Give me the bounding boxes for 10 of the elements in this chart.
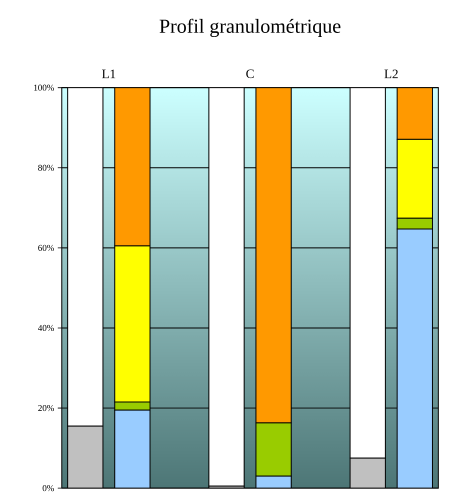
- y-tick-label: 40%: [38, 324, 54, 332]
- y-tick-label: 100%: [34, 84, 54, 91]
- x-tick-label: L1: [102, 70, 116, 78]
- y-tick-label: 20%: [38, 405, 54, 412]
- x-tick-label: L2: [384, 70, 398, 78]
- y-tick-label: 80%: [38, 164, 54, 171]
- x-tick-label: C: [246, 69, 254, 78]
- chart-title: Profil granulométrique: [160, 18, 340, 38]
- y-tick-label: 0%: [42, 485, 54, 492]
- y-tick-label: 60%: [38, 244, 54, 251]
